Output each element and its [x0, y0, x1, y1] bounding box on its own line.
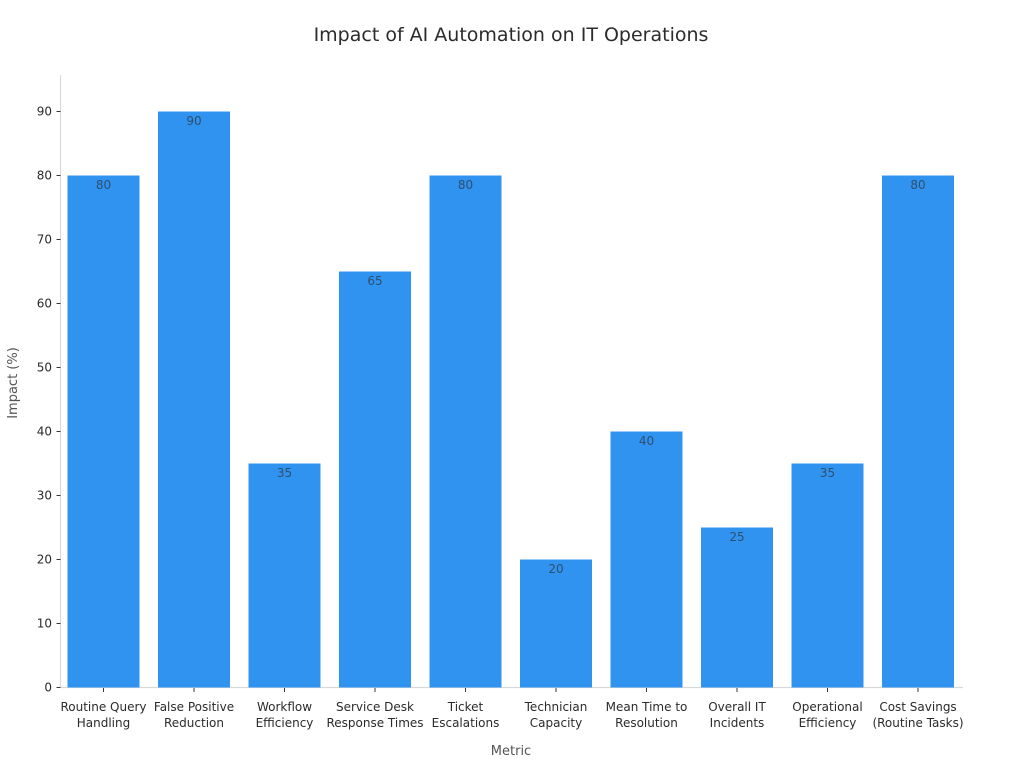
y-tick-label: 0 [44, 681, 52, 695]
x-tick-label: Capacity [530, 716, 582, 730]
chart-title: Impact of AI Automation on IT Operations [314, 24, 709, 46]
bar-value-label: 40 [639, 434, 654, 448]
plot-area: 0 10 20 30 40 50 60 70 80 90 80 Routine Query Handli… [37, 75, 964, 730]
x-axis-label: Metric [491, 744, 531, 759]
y-tick-label: 80 [37, 169, 52, 183]
x-tick-label: (Routine Tasks) [872, 716, 963, 730]
bar-value-label: 80 [458, 178, 473, 192]
bar-value-label: 65 [367, 274, 382, 288]
bar-value-label: 35 [277, 466, 292, 480]
x-tick-label: Efficiency [799, 716, 857, 730]
y-tick-label: 70 [37, 233, 52, 247]
x-tick-label: Response Times [326, 716, 423, 730]
bar-value-label: 90 [186, 114, 201, 128]
bar-value-label: 80 [96, 178, 111, 192]
x-tick-label: Workflow [257, 700, 312, 714]
y-axis-label: Impact (%) [6, 347, 21, 419]
x-tick-label: Cost Savings [879, 700, 956, 714]
x-tick-label: Ticket [447, 700, 484, 714]
bar-value-label: 35 [820, 466, 835, 480]
x-tick-label: Operational [792, 700, 862, 714]
bar [158, 111, 230, 688]
bar-value-label: 20 [548, 562, 563, 576]
y-tick-label: 90 [37, 105, 52, 119]
bar [701, 527, 773, 688]
x-tick-label: Efficiency [256, 716, 314, 730]
bar [520, 559, 592, 688]
x-tick-label: False Positive [154, 700, 234, 714]
bar [67, 175, 140, 688]
x-tick-label: Incidents [710, 716, 765, 730]
x-tick-label: Mean Time to [606, 700, 688, 714]
y-tick-label: 20 [37, 553, 52, 567]
bar [610, 431, 683, 688]
bar [339, 271, 411, 688]
x-tick-label: Handling [77, 716, 131, 730]
bar [429, 175, 502, 688]
x-tick-label: Overall IT [708, 700, 766, 714]
y-tick-label: 50 [37, 361, 52, 375]
bar [791, 463, 864, 688]
y-tick-label: 60 [37, 297, 52, 311]
x-tick-label: Routine Query [60, 700, 146, 714]
y-tick-label: 40 [37, 425, 52, 439]
bar-value-label: 25 [729, 530, 744, 544]
x-tick-label: Reduction [164, 716, 224, 730]
x-tick-label: Service Desk [336, 700, 414, 714]
bar-value-label: 80 [910, 178, 925, 192]
x-tick-label: Escalations [432, 716, 500, 730]
bar [882, 175, 954, 688]
y-tick-label: 10 [37, 617, 52, 631]
bar [248, 463, 321, 688]
y-tick-label: 30 [37, 489, 52, 503]
x-tick-label: Technician [524, 700, 588, 714]
x-tick-label: Resolution [615, 716, 678, 730]
